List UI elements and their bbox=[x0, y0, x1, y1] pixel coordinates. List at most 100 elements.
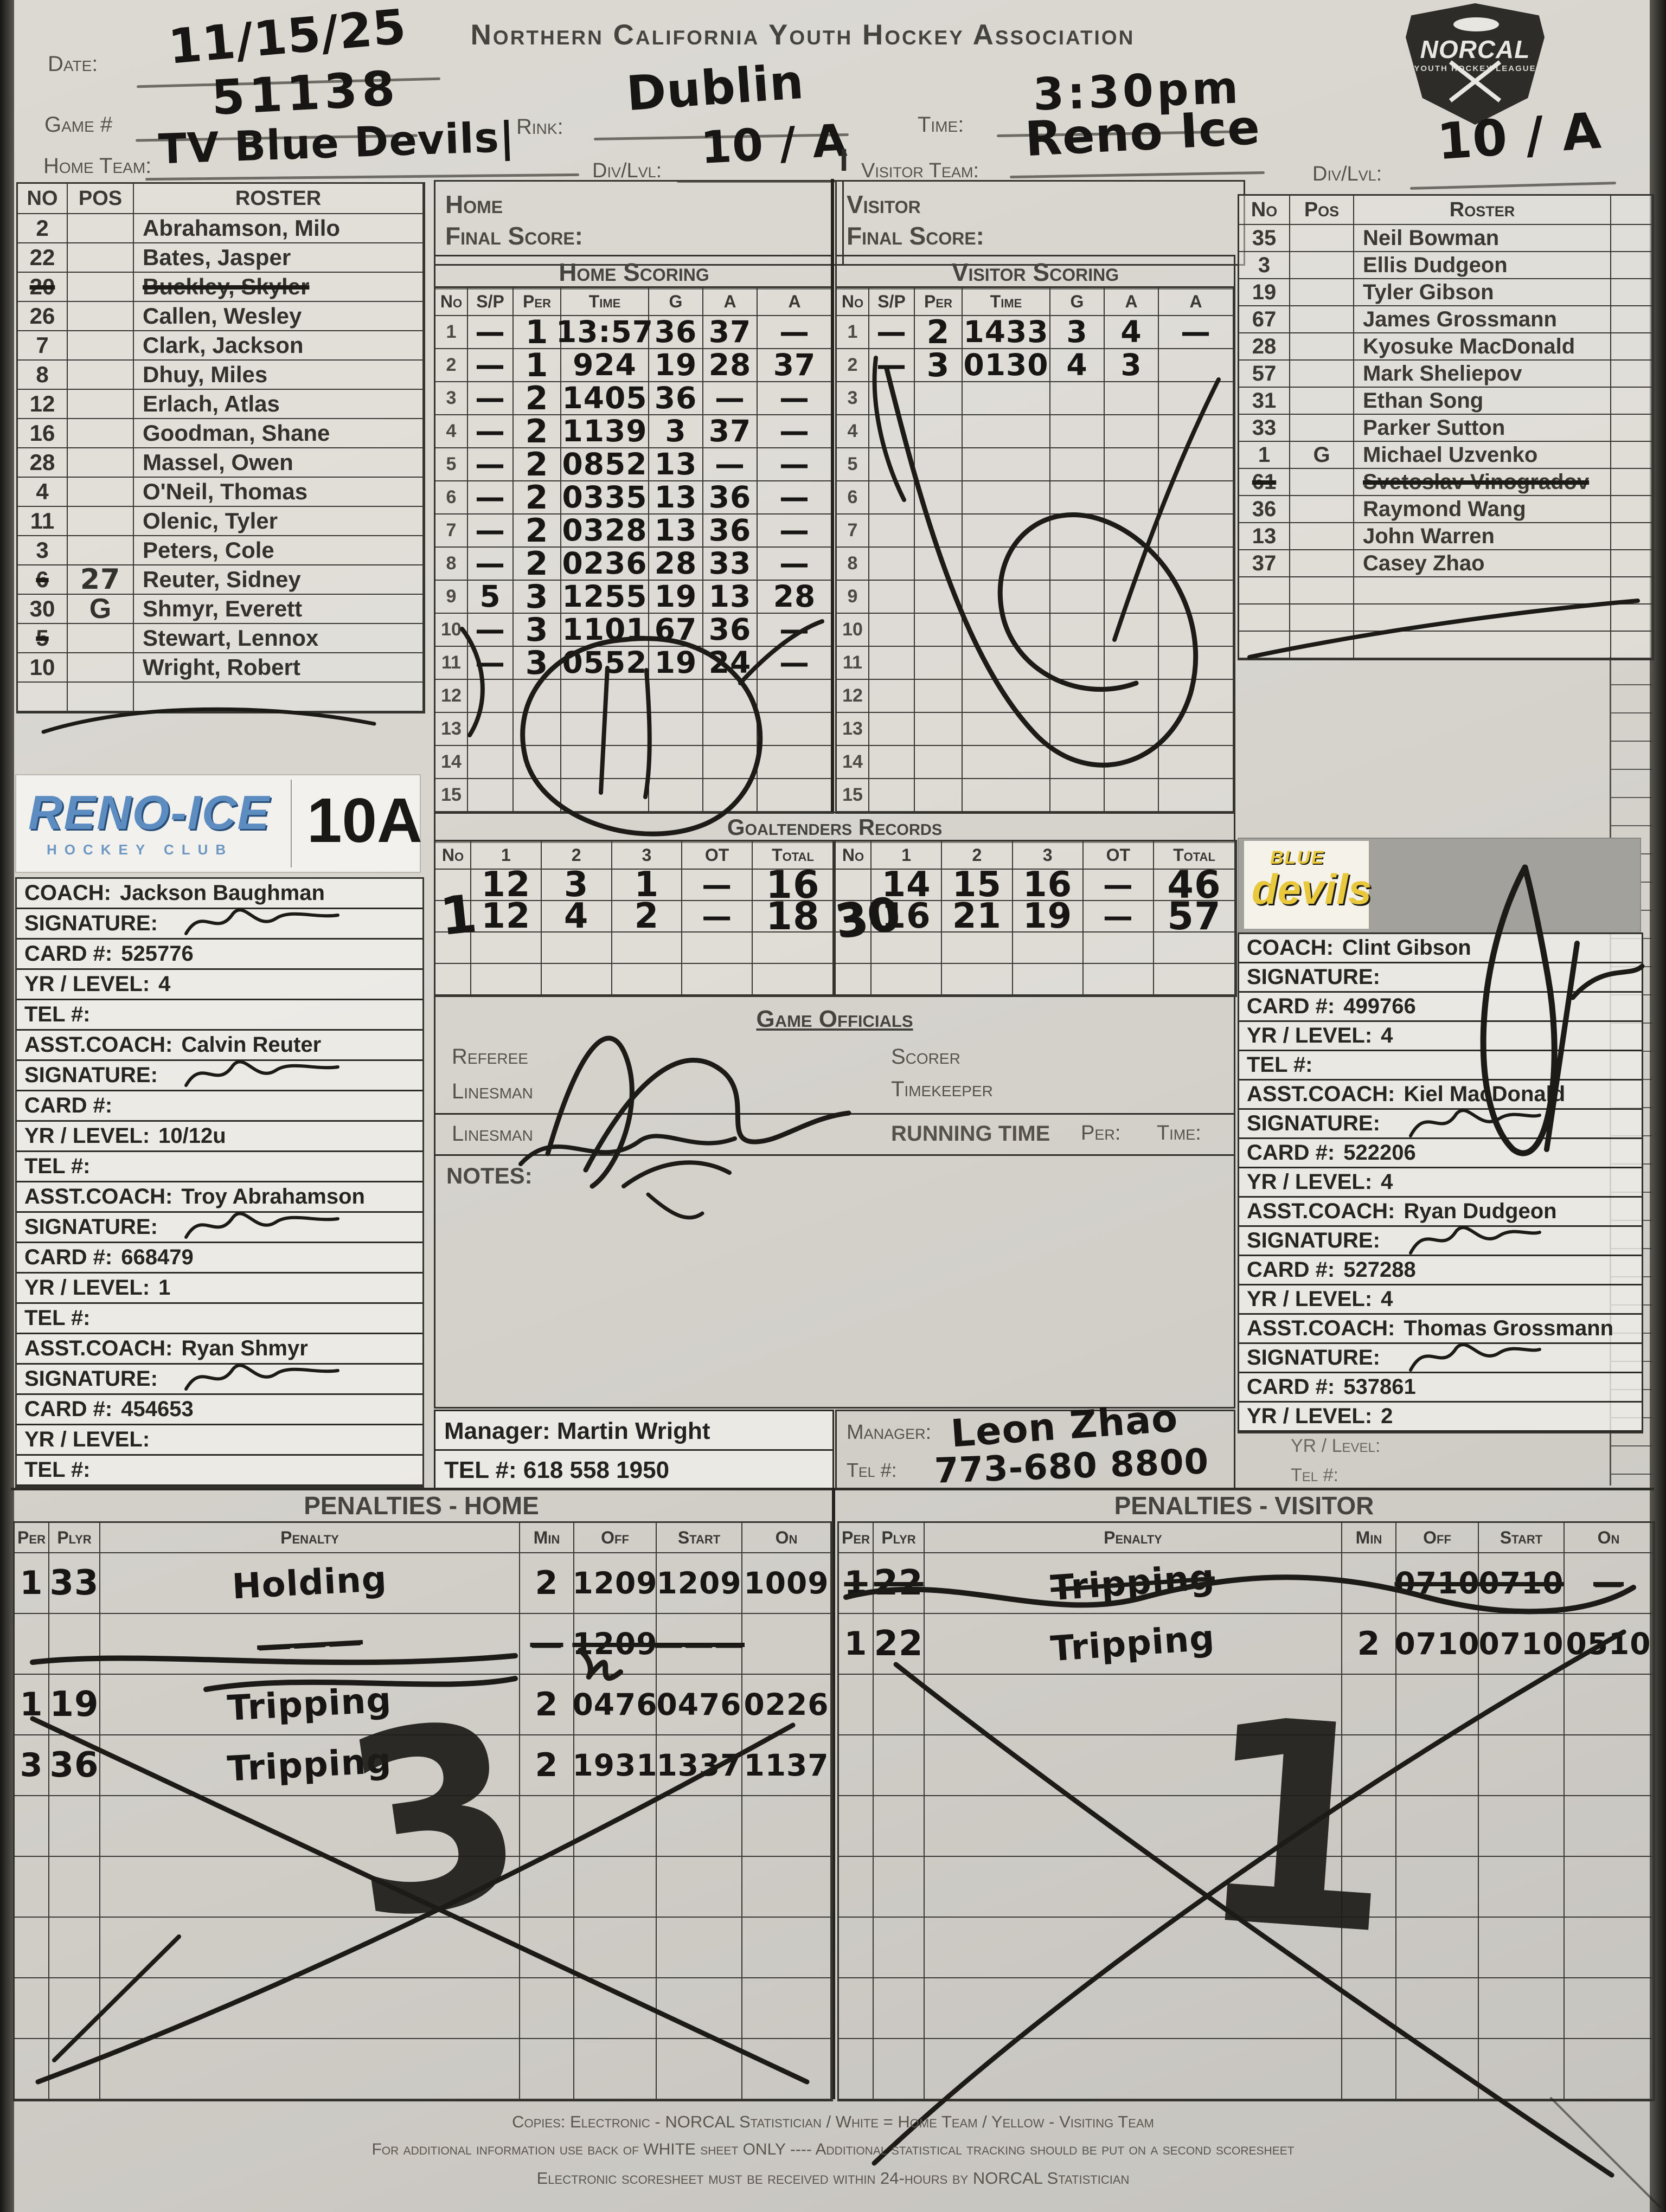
pen-col-per: Per bbox=[15, 1523, 49, 1553]
home-divlvl-label: Div/Lvl: bbox=[592, 159, 662, 182]
player-number: 11 bbox=[30, 508, 55, 533]
assist2-entry: 37 bbox=[773, 348, 816, 382]
pen-off: 0476 bbox=[572, 1687, 658, 1722]
player-number: 28 bbox=[1252, 334, 1277, 358]
signature-scribble bbox=[184, 1364, 339, 1391]
staff-field-label: YR / LEVEL: bbox=[1247, 1287, 1373, 1311]
staff-field-label: TEL #: bbox=[24, 1458, 91, 1482]
staff-field-value: 522206 bbox=[1343, 1141, 1416, 1165]
player-number: 33 bbox=[1252, 415, 1277, 440]
row-number: 14 bbox=[842, 751, 863, 772]
staff-row: CARD #: 525776 bbox=[17, 940, 422, 970]
goal-entry: 28 bbox=[654, 546, 697, 581]
home-roster-stroke bbox=[41, 707, 376, 734]
home-final-score-label: Final Score: bbox=[445, 221, 583, 250]
visitor-manager-box: Manager: Leon Zhao Tel #: 773-680 8800 bbox=[835, 1396, 1235, 1491]
staff-row: SIGNATURE: bbox=[1239, 1342, 1642, 1373]
staff-field-label: SIGNATURE: bbox=[24, 911, 158, 935]
gt-col-3: 3 bbox=[612, 841, 683, 870]
penalties-center-divider bbox=[832, 1488, 835, 2099]
staff-row: TEL #: bbox=[1239, 1051, 1642, 1081]
game-number-label: Game # bbox=[44, 113, 113, 137]
goal-entry: 13 bbox=[654, 447, 697, 481]
col-time: Time bbox=[963, 288, 1050, 316]
time-entry: 0335 bbox=[562, 480, 648, 515]
pen-start: 0476 bbox=[656, 1687, 742, 1722]
assist2-entry: — bbox=[779, 480, 810, 515]
sp-entry: — bbox=[475, 314, 505, 349]
footer-info-line: For additional information use back of W… bbox=[371, 2140, 1295, 2158]
officials-signatures bbox=[545, 1036, 851, 1220]
saves-total: 57 bbox=[1167, 894, 1221, 938]
gt-col-ot: OT bbox=[1083, 841, 1154, 870]
gt-col-no: No bbox=[836, 841, 872, 870]
home-penalty-strikeout bbox=[30, 1648, 623, 1692]
staff-row: ASST.COACH: Ryan Dudgeon bbox=[1239, 1198, 1642, 1227]
staff-field-label: CARD #: bbox=[1247, 994, 1335, 1018]
row-number: 4 bbox=[446, 421, 457, 441]
penalties-visitor-title: PENALTIES - VISITOR bbox=[1114, 1491, 1374, 1520]
pen-minutes: 2 bbox=[535, 1564, 559, 1602]
staff-field-label: YR / LEVEL: bbox=[24, 1276, 150, 1300]
home-roster-header-no: NO bbox=[18, 184, 68, 214]
period-entry: 2 bbox=[525, 478, 549, 517]
saves-ot: — bbox=[702, 898, 733, 934]
staff-row: YR / LEVEL: 4 bbox=[1239, 1285, 1642, 1315]
staff-field-label: TEL #: bbox=[24, 1154, 91, 1178]
staff-field-label: TEL #: bbox=[24, 1306, 91, 1330]
staff-field-value: 4 bbox=[1381, 1287, 1393, 1311]
gt-col-1: 1 bbox=[872, 841, 943, 870]
staff-row: ASST.COACH: Ryan Shmyr bbox=[17, 1334, 422, 1365]
home-manager-sticker: Manager: Martin Wright TEL #: 618 558 19… bbox=[434, 1410, 834, 1490]
pen-off: 1931 bbox=[572, 1747, 658, 1783]
gt-col-no: No bbox=[435, 841, 471, 870]
player-number: 1 bbox=[1258, 442, 1271, 467]
staff-row: TEL #: bbox=[17, 1456, 422, 1486]
sp-entry: — bbox=[475, 447, 505, 481]
period-entry: 2 bbox=[525, 412, 549, 451]
player-number: 12 bbox=[29, 391, 55, 416]
period-entry: 2 bbox=[926, 313, 950, 351]
goal-entry: 36 bbox=[654, 314, 697, 349]
player-name: Bates, Jasper bbox=[143, 245, 291, 270]
staff-field-value: 10/12u bbox=[158, 1124, 226, 1148]
staff-field-value: 499766 bbox=[1343, 994, 1416, 1018]
pen-minutes: 2 bbox=[535, 1746, 559, 1784]
assist2-entry: — bbox=[779, 414, 810, 448]
pen-player: 22 bbox=[874, 1624, 924, 1664]
row-number: 14 bbox=[441, 751, 462, 772]
row-number: 10 bbox=[441, 619, 462, 640]
player-name: Olenic, Tyler bbox=[143, 508, 278, 533]
row-number: 15 bbox=[441, 785, 462, 805]
row-number: 9 bbox=[446, 586, 457, 607]
visitor-penalties-x-scribble bbox=[872, 1629, 1626, 2178]
assist1-entry: 37 bbox=[708, 414, 752, 448]
goal-entry: 13 bbox=[654, 513, 697, 548]
pen-col-off: Off bbox=[1396, 1523, 1479, 1553]
sp-entry: — bbox=[475, 480, 505, 515]
player-name: Abrahamson, Milo bbox=[143, 215, 341, 241]
staff-field-value: 4 bbox=[158, 972, 171, 996]
staff-row: CARD #: 454653 bbox=[17, 1395, 422, 1425]
saves-total: 46 bbox=[1167, 863, 1221, 907]
staff-row: CARD #: 527288 bbox=[1239, 1256, 1642, 1285]
staff-row: CARD #: 537861 bbox=[1239, 1373, 1642, 1403]
player-number: 10 bbox=[29, 654, 55, 680]
time-entry: 0236 bbox=[562, 546, 648, 581]
saves-p3: 19 bbox=[1023, 896, 1073, 936]
staff-field-value: 668479 bbox=[121, 1245, 194, 1269]
saves-p3: 2 bbox=[634, 896, 659, 936]
goal-entry: 3 bbox=[665, 414, 687, 448]
visitor-manager-label: Manager: bbox=[847, 1421, 932, 1444]
player-number: 19 bbox=[1252, 280, 1277, 304]
staff-field-value: 525776 bbox=[121, 942, 194, 966]
pen-col-min: Min bbox=[520, 1523, 574, 1553]
player-number: 30 bbox=[29, 596, 55, 621]
devils-logo-line2: devils bbox=[1252, 865, 1372, 913]
reno-ice-division: 10A bbox=[307, 785, 422, 856]
assist1-entry: 4 bbox=[1120, 314, 1142, 349]
assist1-entry: 36 bbox=[708, 513, 752, 548]
staff-row: CARD #: bbox=[17, 1091, 422, 1122]
pen-col-on: On bbox=[742, 1523, 831, 1553]
assist1-entry: 37 bbox=[708, 314, 752, 349]
